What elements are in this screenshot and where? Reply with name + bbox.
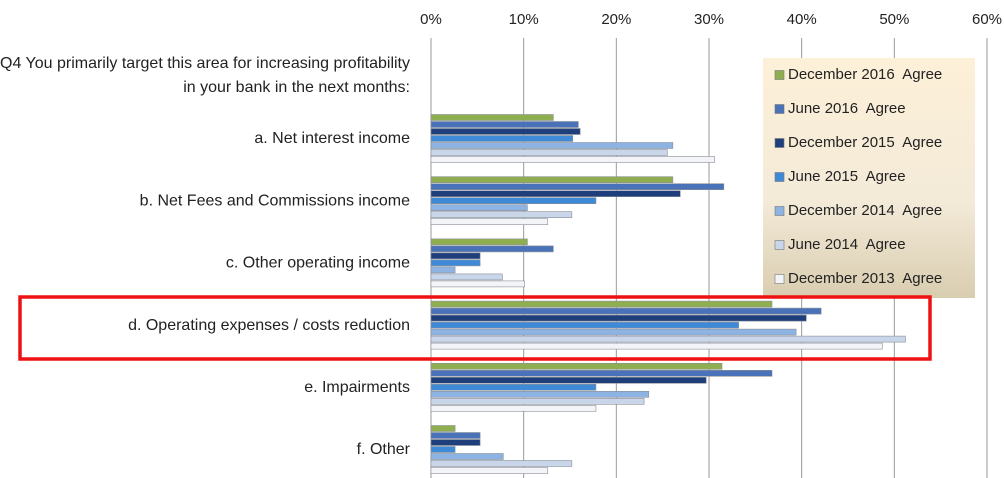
x-tick-label: 50% <box>879 11 909 28</box>
bar <box>430 218 549 225</box>
legend-label: June 2014 Agree <box>788 236 906 253</box>
legend-label: December 2015 Agree <box>788 134 942 151</box>
bar <box>430 439 481 446</box>
bar <box>430 128 581 135</box>
highlight-box <box>18 295 932 361</box>
bar <box>430 328 797 336</box>
bar <box>430 211 573 218</box>
bar <box>430 183 725 190</box>
legend-label: December 2013 Agree <box>788 270 942 287</box>
bar <box>430 204 528 211</box>
bar <box>430 321 739 329</box>
legend-swatch <box>774 274 785 284</box>
category-label: d. Operating expenses / costs reduction <box>128 317 410 334</box>
bar <box>430 307 822 315</box>
bar <box>430 197 597 204</box>
category-label: c. Other operating income <box>226 255 410 272</box>
bar <box>430 280 525 288</box>
category-label: b. Net Fees and Commissions income <box>140 192 410 209</box>
bar <box>430 121 579 128</box>
bar <box>430 245 554 253</box>
bar <box>430 390 650 398</box>
bar <box>430 273 503 281</box>
x-tick-label: 30% <box>694 11 724 28</box>
legend-label: December 2014 Agree <box>788 202 942 219</box>
x-tick-label: 20% <box>601 11 631 28</box>
bar <box>430 376 707 384</box>
bar <box>430 369 773 377</box>
legend-label: June 2015 Agree <box>788 168 906 185</box>
x-tick-label: 60% <box>972 11 1002 28</box>
category-label: a. Net interest income <box>254 130 410 147</box>
bar <box>430 460 573 467</box>
bar <box>430 149 668 156</box>
bar <box>430 300 773 308</box>
bar <box>430 314 807 322</box>
bar <box>430 156 715 163</box>
question-title: Q4 You primarily target this area for in… <box>0 55 410 96</box>
legend-swatch <box>774 70 785 80</box>
bar <box>430 114 554 121</box>
bar <box>430 190 681 197</box>
legend-label: December 2016 Agree <box>788 66 942 83</box>
x-tick-label: 10% <box>509 11 539 28</box>
legend-swatch <box>774 138 785 148</box>
bar <box>430 446 456 453</box>
legend-swatch <box>774 104 785 114</box>
bar <box>430 453 504 460</box>
bar <box>430 383 597 391</box>
x-tick-label: 40% <box>787 11 817 28</box>
bar <box>430 142 674 149</box>
bar <box>430 252 481 260</box>
bar <box>430 259 481 267</box>
legend-swatch <box>774 172 785 182</box>
bar <box>430 176 674 183</box>
bar <box>430 432 481 439</box>
legend-box <box>763 58 975 298</box>
legend-swatch <box>774 206 785 216</box>
legend-label: June 2016 Agree <box>788 100 906 117</box>
bar <box>430 467 549 474</box>
bar <box>430 335 906 343</box>
bar <box>430 342 883 350</box>
category-label: f. Other <box>357 441 411 458</box>
legend-swatch <box>774 240 785 250</box>
bar <box>430 362 723 370</box>
bar <box>430 238 528 246</box>
bar <box>430 135 574 142</box>
bar <box>430 397 645 405</box>
category-label: e. Impairments <box>304 379 410 396</box>
bar <box>430 266 456 274</box>
bar <box>430 404 597 412</box>
bar <box>430 425 456 432</box>
x-tick-label: 0% <box>420 11 442 28</box>
